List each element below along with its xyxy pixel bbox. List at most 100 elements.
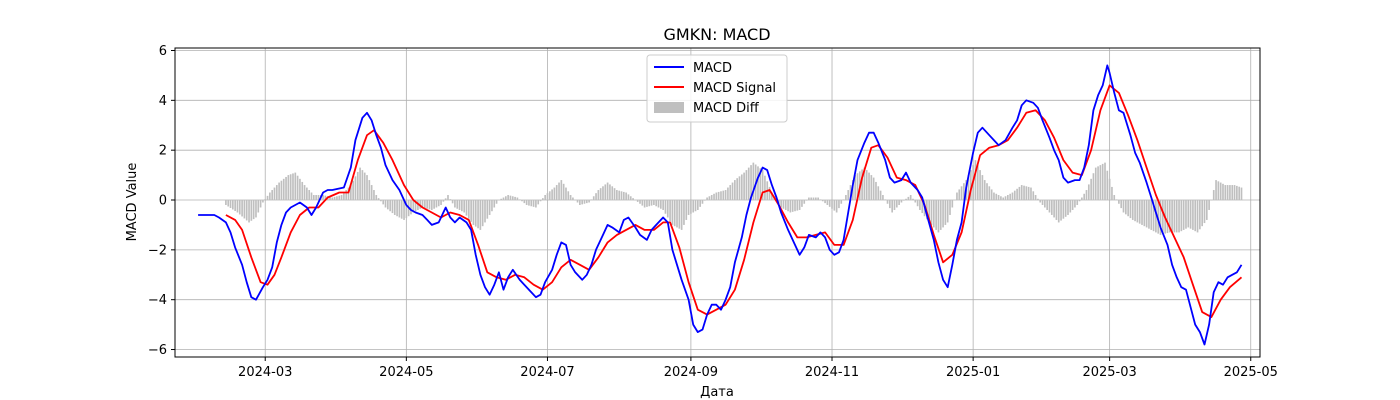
macd-diff-bar	[456, 200, 459, 209]
macd-diff-bar	[579, 200, 581, 205]
macd-diff-bar	[849, 185, 852, 201]
macd-diff-bar	[1238, 186, 1241, 201]
macd-diff-bar	[821, 200, 824, 202]
macd-diff-bar	[673, 200, 676, 227]
macd-diff-bar	[1097, 166, 1099, 201]
macd-diff-bar	[784, 200, 787, 210]
macd-diff-bar	[833, 200, 836, 211]
macd-diff-bar	[777, 200, 780, 204]
macd-diff-bar	[1018, 186, 1021, 201]
macd-diff-bar	[1203, 200, 1206, 224]
macd-diff-bar	[956, 192, 958, 201]
x-axis-ticks: 2024-03 2024-05 2024-07 2024-09 2024-11 2025-…	[238, 357, 1278, 380]
macd-diff-bar	[236, 200, 239, 213]
macd-diff-bar	[1226, 185, 1229, 201]
macd-diff-bar	[1124, 200, 1127, 215]
macd-diff-bar	[1127, 200, 1129, 217]
macd-diff-bar	[1219, 182, 1222, 200]
macd-diff-bar	[1101, 163, 1104, 201]
macd-diff-bar	[565, 187, 567, 201]
macd-diff-bar	[396, 200, 398, 217]
macd-diff-bar	[1205, 200, 1208, 220]
macd-diff-bar	[796, 200, 799, 211]
macd-diff-bar	[928, 200, 931, 223]
macd-diff-bar	[1129, 200, 1132, 219]
macd-diff-bar	[1000, 196, 1002, 201]
macd-diff-bar	[377, 198, 380, 201]
macd-diff-bar	[1099, 165, 1102, 201]
macd-diff-bar	[946, 200, 949, 223]
macd-diff-bar	[597, 190, 600, 201]
x-tick-label: 2024-03	[238, 365, 292, 380]
legend-diff-swatch	[654, 102, 684, 113]
macd-diff-bar	[717, 191, 720, 201]
macd-diff-bar	[1208, 200, 1210, 210]
macd-diff-bar	[791, 200, 794, 212]
macd-diff-bar	[687, 200, 690, 215]
macd-diff-bar	[1041, 200, 1044, 205]
macd-diff-bar	[546, 193, 549, 201]
macd-diff-bar	[555, 185, 558, 201]
macd-diff-bar	[895, 200, 898, 208]
macd-diff-bar	[548, 191, 551, 201]
x-tick-label: 2024-11	[805, 365, 859, 380]
macd-diff-bar	[1134, 200, 1136, 222]
macd-diff-bar	[659, 200, 662, 209]
macd-diff-bar	[939, 200, 942, 230]
macd-diff-bar	[1224, 185, 1227, 201]
macd-diff-bar	[1064, 200, 1067, 217]
macd-diff-bar	[294, 172, 297, 201]
y-tick-label: 0	[159, 194, 167, 209]
macd-diff-bar	[301, 181, 304, 201]
macd-diff-bar	[518, 199, 521, 201]
macd-diff-bar	[1185, 200, 1187, 229]
legend: MACD MACD Signal MACD Diff	[646, 54, 788, 123]
macd-diff-bar	[662, 200, 664, 210]
macd-diff-bar	[1060, 200, 1062, 221]
macd-diff-bar	[417, 200, 419, 210]
macd-diff-bar	[433, 200, 435, 209]
macd-diff-bar	[412, 200, 415, 213]
x-tick-label: 2025-01	[946, 365, 1000, 380]
macd-diff-bar	[824, 200, 826, 204]
macd-diff-bar	[463, 200, 466, 213]
macd-diff-bar	[1229, 185, 1231, 201]
macd-diff-bar	[567, 191, 570, 201]
macd-diff-bar	[865, 170, 868, 200]
macd-diff-bar	[278, 182, 280, 200]
macd-diff-bar	[958, 189, 961, 201]
macd-diff-bar	[1011, 192, 1014, 201]
macd-diff-bar	[1067, 200, 1069, 215]
macd-diff-bar	[266, 195, 269, 200]
macd-diff-bar	[960, 186, 963, 201]
macd-diff-bar	[983, 180, 986, 201]
macd-diff-bar	[461, 200, 463, 212]
macd-diff-bar	[384, 200, 387, 208]
macd-diff-bar	[329, 196, 331, 200]
macd-diff-bar	[1231, 185, 1234, 201]
macd-diff-bar	[315, 195, 317, 200]
macd-diff-bar	[486, 200, 489, 219]
macd-diff-bar	[611, 186, 614, 201]
macd-diff-bar	[525, 200, 528, 205]
macd-diff-bar	[241, 200, 243, 217]
macd-diff-bar	[609, 184, 611, 200]
macd-diff-bar	[1150, 200, 1153, 230]
macd-diff-bar	[810, 197, 813, 201]
macd-diff-bar	[227, 200, 230, 207]
macd-diff-bar	[484, 200, 486, 223]
macd-diff-bar	[879, 190, 882, 200]
macd-diff-bar	[245, 200, 248, 221]
macd-diff-bar	[345, 190, 348, 201]
macd-diff-bar	[530, 200, 533, 207]
macd-diff-bar	[387, 200, 389, 210]
macd-diff-bar	[1108, 178, 1111, 201]
legend-diff-label: MACD Diff	[693, 101, 760, 116]
macd-diff-bar	[308, 190, 311, 201]
macd-diff-bar	[632, 198, 634, 201]
macd-diff-bar	[1048, 200, 1051, 213]
macd-diff-bar	[1122, 200, 1125, 213]
macd-diff-bar	[872, 177, 875, 201]
macd-diff-bar	[798, 200, 801, 210]
macd-diff-bar	[1155, 200, 1157, 233]
